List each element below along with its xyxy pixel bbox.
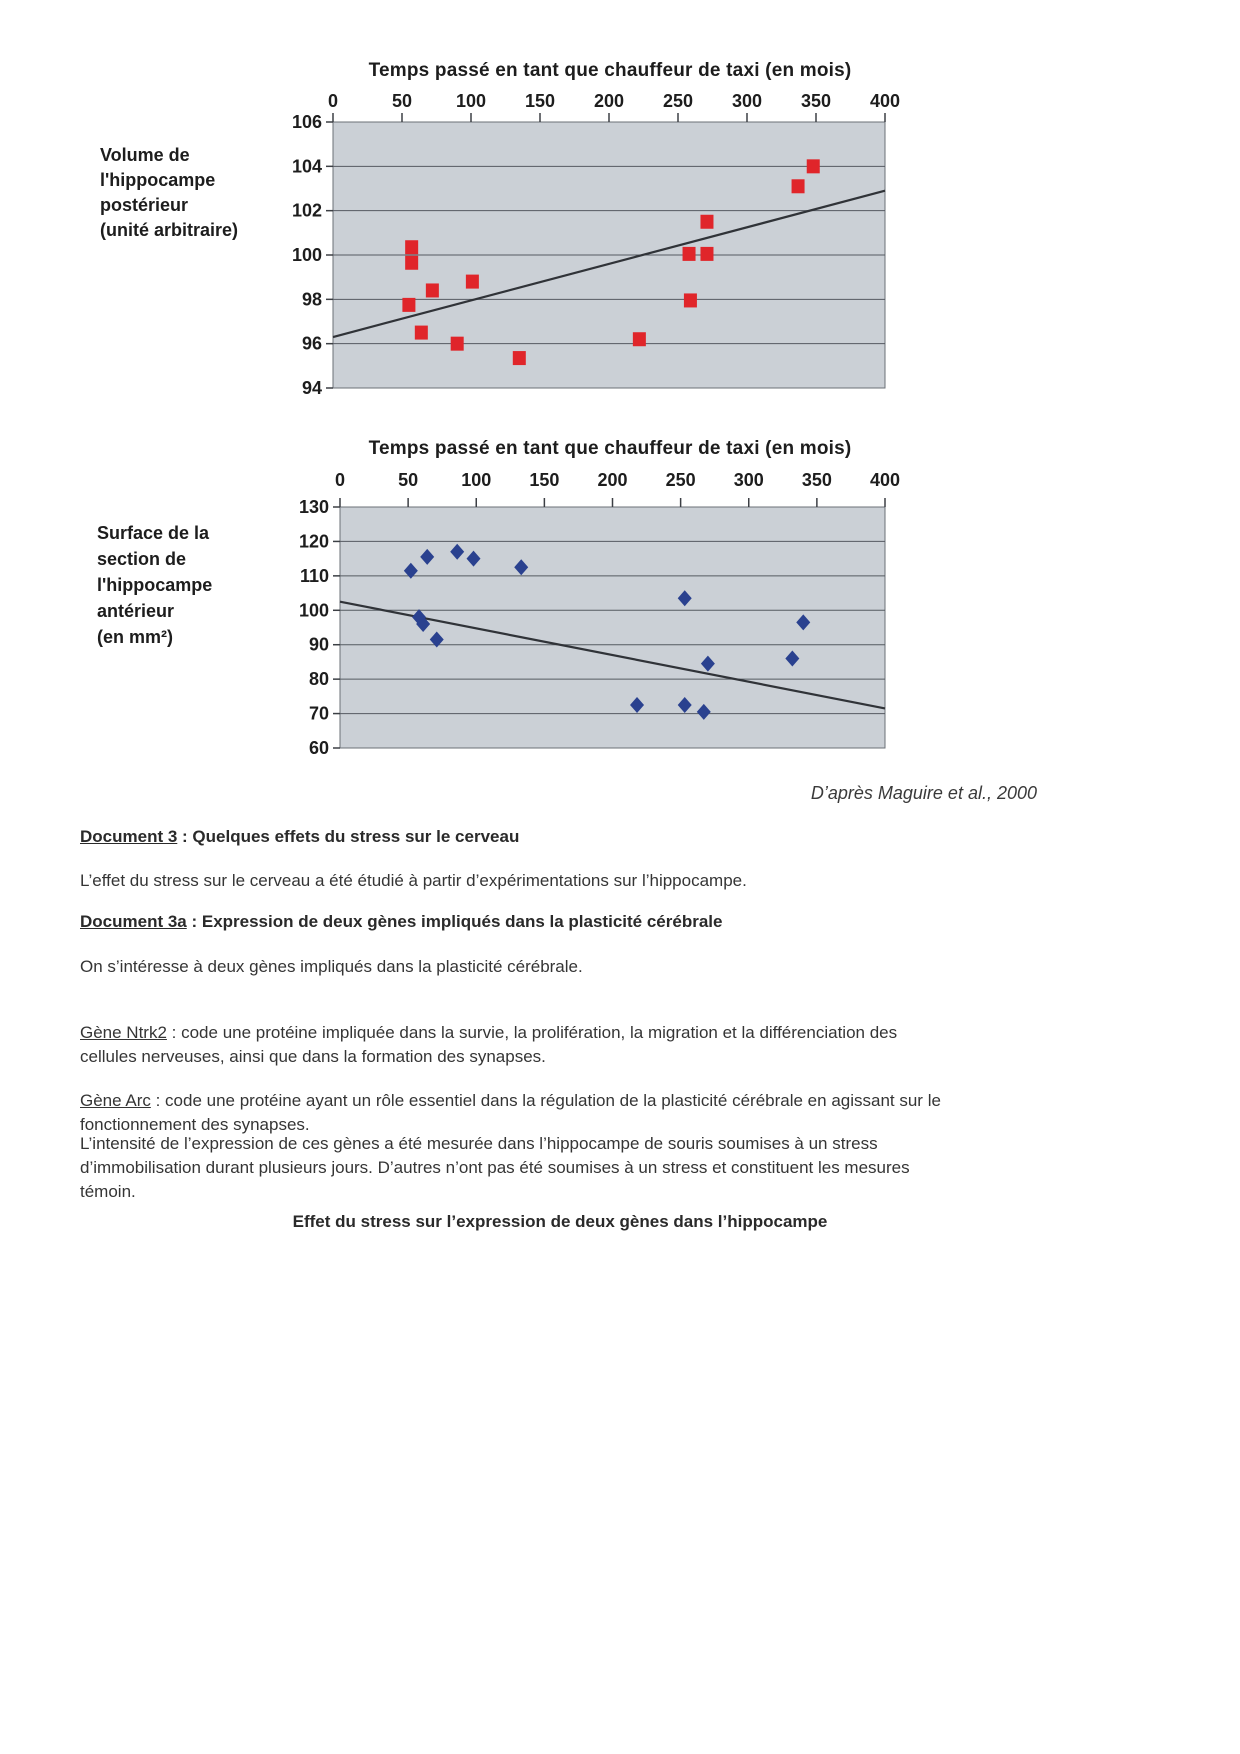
svg-text:400: 400 [870,91,900,111]
svg-text:102: 102 [292,201,322,221]
svg-text:150: 150 [529,470,559,490]
svg-text:100: 100 [456,91,486,111]
svg-text:200: 200 [594,91,624,111]
svg-text:80: 80 [309,669,329,689]
svg-text:250: 250 [663,91,693,111]
chart2-scatter-plot: 60 70 80 90 100 110 120 130 0 50 100 150 200 250 300 35… [299,470,900,758]
svg-text:90: 90 [309,635,329,655]
chart2-y-axis-label: Surface de la section de l'hippocampe an… [97,523,213,647]
paragraph-gene-ntrk2: Gène Ntrk2 : code une protéine impliquée… [80,997,1080,1069]
svg-text:60: 60 [309,738,329,758]
svg-text:130: 130 [299,497,329,517]
svg-text:100: 100 [292,245,322,265]
svg-text:0: 0 [328,91,338,111]
chart1-x-axis-title: Temps passé en tant que chauffeur de tax… [368,60,852,81]
svg-text:120: 120 [299,531,329,551]
document3-heading-rest: : Quelques effets du stress sur le cerve… [177,827,520,846]
chart2-x-axis-title: Temps passé en tant que chauffeur de tax… [368,438,852,459]
document3-heading-label: Document 3 [80,827,178,846]
document3a-heading-label: Document 3a [80,912,187,931]
document3a-heading-rest: : Expression de deux gènes impliqués dan… [186,912,723,931]
paragraph-genes-intro: On s’intéresse à deux gènes impliqués da… [80,957,583,976]
svg-text:98: 98 [302,289,322,309]
svg-text:110: 110 [300,566,329,586]
paragraph-experiment: L’intensité de l’expression de ces gènes… [80,1134,910,1201]
gene-ntrk2-text: : code une protéine impliquée dans la su… [80,1023,898,1066]
svg-text:106: 106 [292,112,322,132]
svg-text:300: 300 [732,91,762,111]
svg-text:50: 50 [392,91,412,111]
document3-heading: Document 3 : Quelques effets du stress s… [80,827,519,847]
svg-text:350: 350 [801,91,831,111]
paragraph-intro: L’effet du stress sur le cerveau a été é… [80,871,747,890]
svg-text:0: 0 [335,470,345,490]
svg-text:50: 50 [398,470,418,490]
svg-text:300: 300 [734,470,764,490]
svg-text:100: 100 [461,470,491,490]
svg-text:200: 200 [597,470,627,490]
gene-arc-text: : code une protéine ayant un rôle essent… [80,1091,941,1134]
svg-text:400: 400 [870,470,900,490]
svg-text:250: 250 [666,470,696,490]
svg-text:94: 94 [302,378,322,398]
chart1-y-axis-label: Volume de l'hippocampe postérieur (unité… [100,145,239,240]
svg-text:350: 350 [802,470,832,490]
svg-text:70: 70 [309,704,329,724]
paragraph-gene-arc: Gène Arc : code une protéine ayant un rô… [80,1065,1080,1137]
source-attribution: D’après Maguire et al., 2000 [810,783,1037,803]
svg-text:150: 150 [525,91,555,111]
gene-arc-label: Gène Arc [80,1091,151,1110]
gene-ntrk2-label: Gène Ntrk2 [80,1023,167,1042]
document3a-heading: Document 3a : Expression de deux gènes i… [80,912,722,932]
chart1-scatter-plot: 94 96 98 100 102 104 106 0 50 100 150 200 250 300 350 4… [292,91,900,398]
svg-text:96: 96 [302,334,322,354]
figure-title: Effet du stress sur l’expression de deux… [292,1212,828,1231]
svg-text:104: 104 [292,156,322,176]
svg-text:100: 100 [299,600,329,620]
